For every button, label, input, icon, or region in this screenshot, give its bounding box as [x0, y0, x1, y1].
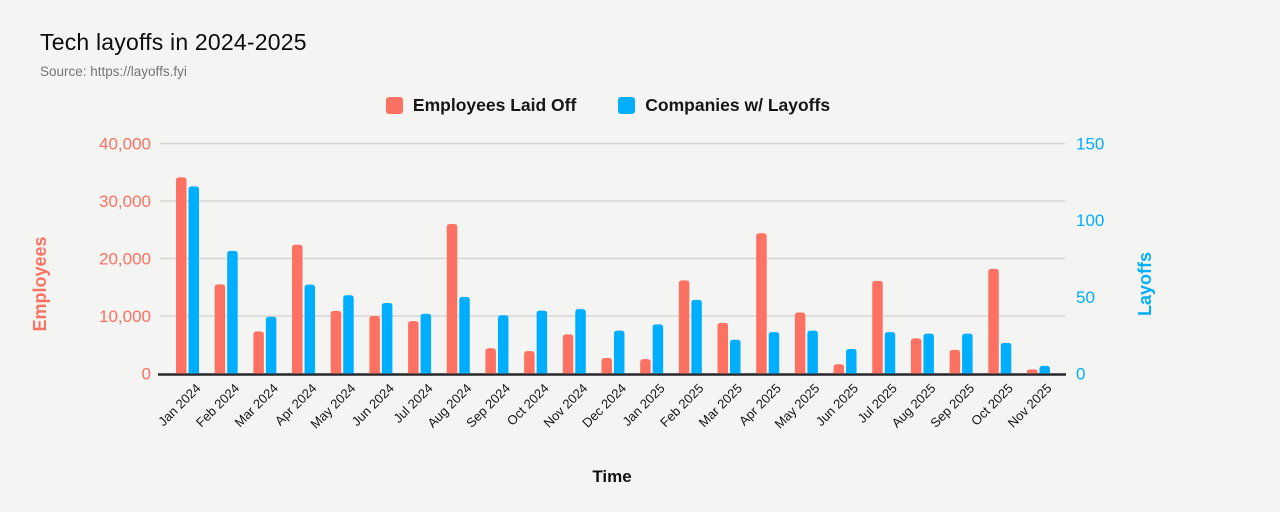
bar-companies-with-layoffs	[1000, 342, 1012, 374]
left-axis-title: Employees	[30, 236, 50, 331]
bar-companies-with-layoffs	[575, 309, 586, 374]
bar-companies-with-layoffs	[304, 284, 316, 374]
x-axis-tick-label: Jun 2024	[349, 381, 397, 429]
bar-companies-with-layoffs	[343, 295, 354, 374]
bar-employees-laid-off	[988, 268, 999, 374]
left-axis-tick-label: 30,000	[99, 192, 151, 211]
bar-employees-laid-off	[678, 280, 690, 374]
bar-employees-laid-off	[330, 310, 342, 374]
legend-label-companies: Companies w/ Layoffs	[645, 95, 831, 115]
bar-employees-laid-off	[717, 322, 729, 374]
right-axis-tick-label: 150	[1076, 135, 1104, 154]
bar-employees-laid-off	[485, 348, 496, 374]
bar-employees-laid-off	[214, 284, 226, 374]
left-axis-ticks: 0 10,000 20,000 30,000 40,000	[99, 135, 151, 384]
left-axis-tick-label: 0	[142, 365, 151, 384]
bar-employees-laid-off	[1026, 369, 1038, 374]
x-axis-title: Time	[592, 467, 631, 486]
x-axis-tick-label: Jun 2025	[813, 381, 861, 429]
bar-employees-laid-off	[446, 224, 458, 374]
left-axis-tick-label: 20,000	[99, 250, 151, 269]
bar-employees-laid-off	[408, 321, 419, 374]
source-text: Source: https://layoffs.fyi	[40, 64, 187, 79]
bar-companies-with-layoffs	[768, 332, 780, 374]
bar-companies-with-layoffs	[188, 186, 199, 374]
legend-item-employees[interactable]: Employees Laid Off	[385, 95, 577, 116]
bars	[176, 177, 1050, 374]
legend: Employees Laid Off Companies w/ Layoffs	[0, 95, 1216, 116]
bar-employees-laid-off	[640, 359, 651, 374]
bar-employees-laid-off	[794, 312, 806, 374]
companies-series-swatch-icon	[618, 97, 636, 114]
bar-employees-laid-off	[176, 177, 187, 374]
bar-companies-with-layoffs	[381, 302, 393, 374]
bar-companies-with-layoffs	[652, 324, 664, 374]
bar-companies-with-layoffs	[846, 348, 857, 374]
bar-companies-with-layoffs	[459, 296, 470, 374]
bar-employees-laid-off	[369, 316, 380, 374]
bar-companies-with-layoffs	[420, 313, 432, 374]
bar-employees-laid-off	[833, 364, 845, 374]
bar-companies-with-layoffs	[497, 315, 509, 374]
bar-employees-laid-off	[756, 233, 767, 374]
left-axis-tick-label: 40,000	[99, 135, 151, 154]
bar-employees-laid-off	[524, 351, 535, 374]
employees-series-swatch-icon	[385, 97, 403, 114]
bar-companies-with-layoffs	[691, 299, 702, 374]
right-axis-ticks: 0 50 100 150	[1076, 135, 1104, 384]
legend-label-employees: Employees Laid Off	[412, 95, 577, 115]
right-axis-tick-label: 100	[1076, 211, 1104, 230]
page-title: Tech layoffs in 2024-2025	[40, 29, 307, 55]
bar-companies-with-layoffs	[536, 310, 548, 374]
right-axis-title: Layoffs	[1135, 252, 1155, 316]
bar-employees-laid-off	[253, 331, 264, 374]
bar-employees-laid-off	[910, 338, 922, 374]
bar-companies-with-layoffs	[265, 316, 277, 374]
gridlines	[158, 142, 1066, 376]
bar-employees-laid-off	[562, 334, 574, 374]
bar-companies-with-layoffs	[227, 250, 238, 374]
bar-employees-laid-off	[949, 349, 961, 374]
bar-employees-laid-off	[601, 357, 612, 374]
bar-companies-with-layoffs	[884, 332, 896, 374]
bar-companies-with-layoffs	[613, 330, 625, 374]
legend-item-companies[interactable]: Companies w/ Layoffs	[618, 95, 830, 116]
bar-companies-with-layoffs	[730, 339, 741, 374]
right-axis-tick-label: 50	[1076, 288, 1095, 307]
bar-companies-with-layoffs	[962, 333, 973, 374]
bar-employees-laid-off	[872, 280, 883, 374]
bar-companies-with-layoffs	[923, 333, 934, 374]
right-axis-tick-label: 0	[1076, 365, 1085, 384]
left-axis-tick-label: 10,000	[99, 307, 151, 326]
bar-employees-laid-off	[292, 244, 303, 374]
bar-companies-with-layoffs	[807, 330, 818, 374]
bar-companies-with-layoffs	[1039, 365, 1050, 374]
